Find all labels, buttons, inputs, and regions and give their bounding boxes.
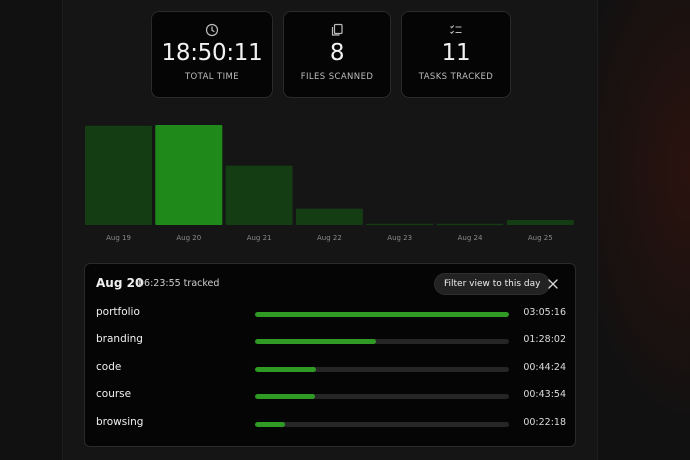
bar-aug-23[interactable] <box>366 223 434 226</box>
tick-label-aug-23: Aug 23 <box>387 234 412 242</box>
tick-label-aug-21: Aug 21 <box>247 234 272 242</box>
project-row: branding 01:28:02 <box>96 333 566 349</box>
close-icon[interactable] <box>547 278 559 290</box>
files-icon <box>330 23 344 37</box>
project-name: branding <box>96 333 143 346</box>
project-name: course <box>96 388 132 401</box>
bar-aug-25[interactable] <box>506 220 574 225</box>
project-name: portfolio <box>96 306 140 318</box>
progress-fill <box>255 366 316 372</box>
progress-track <box>255 312 509 317</box>
files-scanned-value: 8 <box>329 40 345 66</box>
total-time-label: TOTAL TIME <box>184 72 240 82</box>
stats-row: 18:50:11 TOTAL TIME 8 FILES SCANNED 11 T… <box>151 11 521 98</box>
project-time: 00:43:54 <box>523 389 566 401</box>
checklist-icon <box>449 23 463 37</box>
project-time: 01:28:02 <box>523 334 566 346</box>
project-time: 00:44:24 <box>523 361 566 373</box>
tasks-tracked-label: TASKS TRACKED <box>418 72 494 82</box>
progress-track <box>255 366 509 372</box>
project-time: 03:05:16 <box>523 307 566 318</box>
progress-track <box>255 339 509 345</box>
project-row: code 00:44:24 <box>96 361 566 377</box>
tick-label-aug-19: Aug 19 <box>106 234 131 242</box>
detail-date: Aug 20 <box>96 276 144 290</box>
tick-label-aug-20: Aug 20 <box>176 234 201 242</box>
bar-aug-22[interactable] <box>295 208 363 225</box>
project-row: portfolio 03:05:16 <box>96 306 566 322</box>
clock-icon <box>205 23 219 37</box>
detail-tracked-time: 06:23:55 tracked <box>138 278 220 289</box>
progress-fill <box>255 394 315 400</box>
daily-bar-chart: Aug 19 Aug 20 Aug 21 Aug 22 Aug 23 Aug 24 Aug … <box>84 118 576 246</box>
progress-fill <box>255 312 509 317</box>
stat-card-files-scanned: 8 FILES SCANNED <box>283 11 391 98</box>
project-time: 00:22:18 <box>523 416 566 428</box>
project-name: browsing <box>96 415 144 428</box>
bar-aug-24[interactable] <box>436 223 504 226</box>
bar-chart-svg: Aug 19 Aug 20 Aug 21 Aug 22 Aug 23 Aug 24 Aug … <box>85 125 574 242</box>
project-row: course 00:43:54 <box>96 388 566 404</box>
tick-label-aug-22: Aug 22 <box>317 234 342 242</box>
day-detail-card: Aug 20 06:23:55 tracked Filter view to t… <box>84 263 576 447</box>
progress-track <box>255 421 509 427</box>
progress-fill <box>255 339 376 345</box>
project-row: browsing 00:22:18 <box>96 416 566 432</box>
project-name: code <box>96 360 122 373</box>
total-time-value: 18:50:11 <box>161 40 263 66</box>
files-scanned-label: FILES SCANNED <box>300 72 374 82</box>
bar-aug-19[interactable] <box>85 125 152 225</box>
tick-label-aug-25: Aug 25 <box>528 234 553 242</box>
stat-card-tasks-tracked: 11 TASKS TRACKED <box>401 11 511 98</box>
bar-aug-21[interactable] <box>225 165 293 225</box>
progress-fill <box>255 421 286 427</box>
bar-aug-20[interactable] <box>155 125 223 225</box>
filter-day-button[interactable]: Filter view to this day <box>434 273 551 295</box>
stat-card-total-time: 18:50:11 TOTAL TIME <box>151 11 273 98</box>
progress-track <box>255 394 509 400</box>
tasks-tracked-value: 11 <box>441 40 471 66</box>
tick-label-aug-24: Aug 24 <box>458 234 483 242</box>
